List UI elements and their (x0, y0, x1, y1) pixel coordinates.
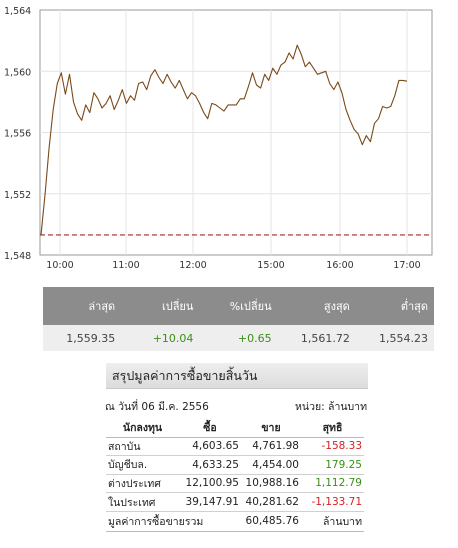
row-sell: 4,454.00 (241, 455, 301, 475)
total-unit: ล้านบาท (301, 511, 364, 532)
index-intraday-chart: 1,564 1,560 1,556 1,552 1,548 10:00 11:00 12:00… (0, 0, 458, 272)
quote-low-value: 1,554.23 (379, 331, 429, 345)
trading-summary-panel: สรุปมูลค่าการซื้อขายสิ้นวัน ณ วันที่ 06 … (105, 363, 368, 532)
investor-trading-table: นักลงทุน ซื้อ ขาย สุทธิ สถาบัน 4,603.65 … (106, 419, 364, 532)
row-buy: 39,147.91 (179, 492, 241, 512)
x-tick-label: 16:00 (326, 260, 353, 271)
row-sell: 40,281.62 (241, 492, 301, 512)
header-net: สุทธิ (301, 419, 364, 438)
row-label: บัญชีบล. (106, 455, 179, 475)
chart-canvas: 1,564 1,560 1,556 1,552 1,548 10:00 11:00 12:00… (4, 6, 433, 271)
summary-unit: หน่วย: ล้านบาท (294, 401, 367, 413)
y-tick-label: 1,560 (4, 67, 31, 78)
quote-header-change: เปลี่ยน (161, 300, 194, 313)
row-net: 179.25 (301, 455, 364, 475)
total-value: 60,485.76 (241, 511, 301, 532)
quote-last-value: 1,559.35 (66, 331, 116, 345)
row-label: ต่างประเทศ (106, 474, 179, 494)
row-sell: 10,988.16 (241, 474, 301, 494)
table-row: ในประเทศ 39,147.91 40,281.62 -1,133.71 (106, 492, 364, 512)
summary-date: ณ วันที่ 06 มี.ค. 2556 (105, 401, 209, 413)
header-buy: ซื้อ (179, 419, 241, 438)
x-tick-label: 11:00 (112, 260, 139, 271)
row-buy: 12,100.95 (179, 474, 241, 494)
row-label: ในประเทศ (106, 492, 179, 512)
total-row: มูลค่าการซื้อขายรวม 60,485.76 ล้านบาท (106, 511, 364, 532)
quote-header-high: สูงสุด (323, 300, 350, 313)
summary-title: สรุปมูลค่าการซื้อขายสิ้นวัน (106, 363, 368, 389)
quote-header-low: ต่ำสุด (400, 300, 429, 313)
table-row: บัญชีบล. 4,633.25 4,454.00 179.25 (106, 455, 364, 475)
row-net: -1,133.71 (301, 492, 364, 512)
x-tick-label: 10:00 (46, 260, 73, 271)
quote-summary-panel: ล่าสุด เปลี่ยน %เปลี่ยน สูงสุด ต่ำสุด 1,… (43, 287, 434, 351)
y-tick-label: 1,548 (4, 251, 31, 262)
row-label: สถาบัน (106, 437, 179, 457)
row-sell: 4,761.98 (241, 437, 301, 457)
table-row: ต่างประเทศ 12,100.95 10,988.16 1,112.79 (106, 474, 364, 494)
row-buy: 4,633.25 (179, 455, 241, 475)
quote-header-last: ล่าสุด (88, 300, 116, 313)
price-series-line (40, 44, 408, 236)
row-net: -158.33 (301, 437, 364, 457)
row-net: 1,112.79 (301, 474, 364, 494)
header-sell: ขาย (241, 419, 301, 438)
quote-header-pct-change: %เปลี่ยน (229, 300, 272, 313)
quote-pct-change-value: +0.65 (237, 331, 272, 345)
quote-high-value: 1,561.72 (300, 331, 350, 345)
x-tick-label: 17:00 (393, 260, 420, 271)
quote-header-row: ล่าสุด เปลี่ยน %เปลี่ยน สูงสุด ต่ำสุด (43, 287, 434, 325)
summary-meta: ณ วันที่ 06 มี.ค. 2556 หน่วย: ล้านบาท (105, 389, 368, 419)
y-tick-label: 1,556 (4, 129, 31, 140)
header-investor: นักลงทุน (106, 419, 179, 438)
row-buy: 4,603.65 (179, 437, 241, 457)
x-tick-label: 12:00 (179, 260, 206, 271)
table-row: สถาบัน 4,603.65 4,761.98 -158.33 (106, 437, 364, 457)
quote-change-value: +10.04 (152, 331, 194, 345)
y-tick-label: 1,564 (4, 6, 31, 17)
x-tick-label: 15:00 (257, 260, 284, 271)
quote-value-row: 1,559.35 +10.04 +0.65 1,561.72 1,554.23 (43, 325, 434, 351)
y-tick-label: 1,552 (4, 190, 31, 201)
table-header-row: นักลงทุน ซื้อ ขาย สุทธิ (106, 419, 364, 438)
total-label: มูลค่าการซื้อขายรวม (106, 511, 241, 532)
